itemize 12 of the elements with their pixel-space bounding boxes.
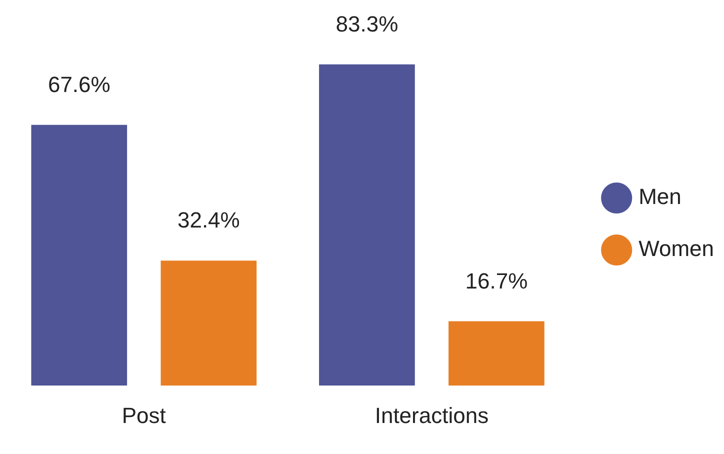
legend-label: Men — [638, 184, 682, 210]
data-label: 16.7% — [465, 268, 528, 294]
bar — [31, 124, 128, 386]
bar — [160, 260, 257, 386]
x-tick-label: Interactions — [374, 402, 489, 428]
legend-label: Women — [638, 236, 714, 262]
data-label: 32.4% — [177, 208, 240, 233]
x-tick-label: Post — [122, 402, 166, 428]
data-label: 67.6% — [48, 72, 110, 97]
bar — [319, 64, 415, 386]
bar — [448, 321, 544, 386]
data-label: 83.3% — [336, 11, 398, 36]
